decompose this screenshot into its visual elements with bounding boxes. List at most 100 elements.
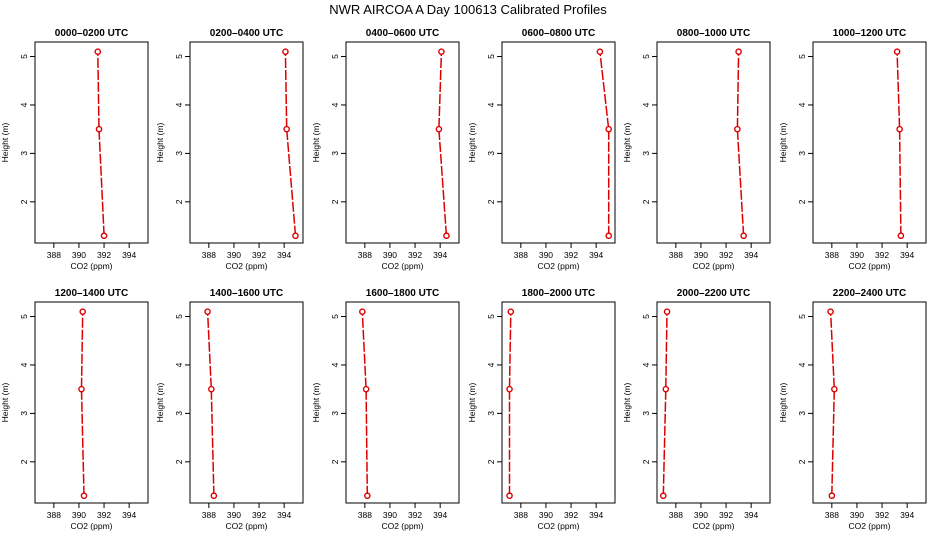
x-tick-label: 394 <box>433 510 447 520</box>
y-tick-label: 3 <box>641 151 651 156</box>
y-tick-label: 2 <box>486 199 496 204</box>
y-tick-label: 5 <box>641 314 651 319</box>
y-tick-label: 3 <box>330 151 340 156</box>
profile-line <box>361 311 369 496</box>
data-point <box>893 48 901 55</box>
panel-9: 1600–1800 UTC 388 390 392 394 2 3 4 5 CO2 (ppm) He… <box>311 288 460 531</box>
y-tick-label: 3 <box>174 151 184 156</box>
x-tick-label: 388 <box>202 510 216 520</box>
y-tick-label: 4 <box>486 362 496 367</box>
panel-title: 1600–1800 UTC <box>366 288 439 299</box>
x-tick-label: 390 <box>539 510 553 520</box>
x-tick-label: 388 <box>514 250 528 260</box>
y-tick-label: 3 <box>486 411 496 416</box>
x-tick-label: 388 <box>202 250 216 260</box>
x-tick-label: 388 <box>358 510 372 520</box>
data-point <box>828 492 836 500</box>
panel-12: 2200–2400 UTC 388 390 392 394 2 3 4 5 CO2 (ppm) He… <box>778 288 927 531</box>
data-point <box>605 232 613 240</box>
y-tick-label: 4 <box>19 102 29 107</box>
data-point <box>78 385 85 393</box>
y-axis-label: Height (m) <box>778 123 788 163</box>
y-tick-label: 4 <box>330 102 340 107</box>
profile-line <box>284 51 297 236</box>
x-tick-label: 390 <box>72 510 86 520</box>
y-tick-label: 5 <box>174 54 184 59</box>
data-point <box>292 232 299 240</box>
x-tick-label: 392 <box>252 250 266 260</box>
plot-frame <box>189 41 304 244</box>
x-tick-label: 394 <box>277 510 291 520</box>
x-tick-label: 392 <box>564 250 578 260</box>
x-tick-label: 390 <box>383 250 397 260</box>
x-axis-label: CO2 (ppm) <box>848 261 890 271</box>
profile-line <box>599 51 610 236</box>
y-tick-label: 2 <box>797 199 807 204</box>
y-axis-label: Height (m) <box>0 383 10 423</box>
profile-line <box>206 311 215 496</box>
data-point <box>507 308 515 315</box>
data-point <box>80 492 88 500</box>
x-tick-label: 390 <box>227 510 241 520</box>
y-tick-label: 4 <box>174 102 184 107</box>
panel-title: 0600–0800 UTC <box>522 28 595 39</box>
panel-title: 2000–2200 UTC <box>677 288 750 299</box>
y-tick-label: 2 <box>797 459 807 464</box>
y-axis-label: Height (m) <box>622 383 632 423</box>
x-axis-label: CO2 (ppm) <box>381 521 423 531</box>
data-point <box>734 125 741 133</box>
x-tick-label: 390 <box>539 250 553 260</box>
profile-line <box>508 311 512 496</box>
x-tick-label: 394 <box>433 250 447 260</box>
y-tick-label: 5 <box>797 314 807 319</box>
x-tick-label: 394 <box>277 250 291 260</box>
x-tick-label: 390 <box>227 250 241 260</box>
panel-title: 0800–1000 UTC <box>677 28 750 39</box>
data-point <box>94 48 102 55</box>
y-tick-label: 4 <box>19 362 29 367</box>
panel-title: 2200–2400 UTC <box>833 288 906 299</box>
y-axis-label: Height (m) <box>778 383 788 423</box>
panel-title: 1200–1400 UTC <box>55 288 128 299</box>
plot-frame <box>189 301 304 504</box>
x-tick-label: 394 <box>122 510 136 520</box>
data-point <box>435 125 443 133</box>
y-tick-label: 2 <box>330 199 340 204</box>
data-point <box>506 492 513 500</box>
y-tick-label: 5 <box>19 314 29 319</box>
x-axis-label: CO2 (ppm) <box>70 261 112 271</box>
data-point <box>659 492 667 500</box>
plot-frame <box>656 41 771 244</box>
x-tick-label: 394 <box>122 250 136 260</box>
x-tick-label: 392 <box>97 250 111 260</box>
panel-title: 0400–0600 UTC <box>366 28 439 39</box>
y-axis-label: Height (m) <box>0 123 10 163</box>
data-point <box>210 492 218 500</box>
y-tick-label: 2 <box>330 459 340 464</box>
panel-2: 0200–0400 UTC 388 390 392 394 2 3 4 5 CO2 (ppm) He… <box>155 28 304 271</box>
panel-3: 0400–0600 UTC 388 390 392 394 2 3 4 5 CO2 (ppm) He… <box>311 28 460 271</box>
plot-frame <box>345 301 460 504</box>
y-tick-label: 4 <box>330 362 340 367</box>
data-point <box>100 232 108 240</box>
y-tick-label: 2 <box>486 459 496 464</box>
panel-8: 1400–1600 UTC 388 390 392 394 2 3 4 5 CO2 (ppm) He… <box>155 288 304 531</box>
data-point <box>79 308 87 315</box>
y-tick-label: 4 <box>797 102 807 107</box>
profile-line <box>736 51 745 236</box>
x-tick-label: 394 <box>589 250 603 260</box>
y-tick-label: 2 <box>174 459 184 464</box>
plot-frame <box>501 41 616 244</box>
y-tick-label: 2 <box>641 459 651 464</box>
panel-5: 0800–1000 UTC 388 390 392 394 2 3 4 5 CO2 (ppm) He… <box>622 28 771 271</box>
y-tick-label: 5 <box>641 54 651 59</box>
x-tick-label: 388 <box>669 250 683 260</box>
x-tick-label: 392 <box>719 250 733 260</box>
x-tick-label: 388 <box>514 510 528 520</box>
y-tick-label: 3 <box>797 151 807 156</box>
panel-7: 1200–1400 UTC 388 390 392 394 2 3 4 5 CO2 (ppm) He… <box>0 288 149 531</box>
y-tick-label: 4 <box>641 362 651 367</box>
y-tick-label: 3 <box>641 411 651 416</box>
y-tick-label: 5 <box>486 314 496 319</box>
